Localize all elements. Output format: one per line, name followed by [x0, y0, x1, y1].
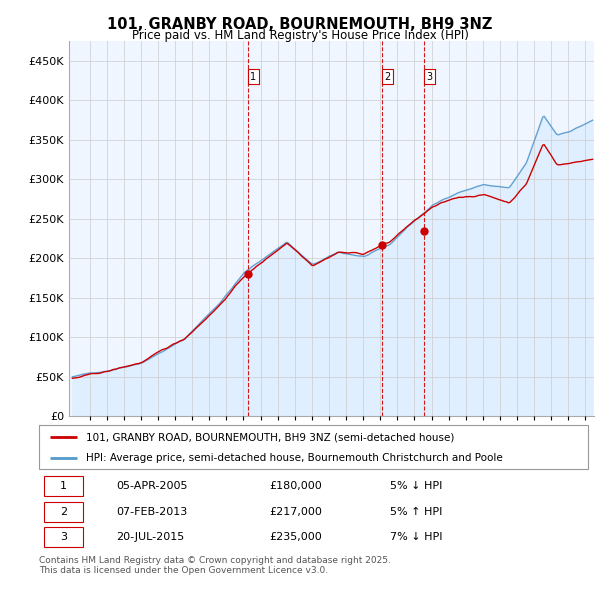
Text: 1: 1: [250, 72, 257, 82]
Text: 3: 3: [60, 532, 67, 542]
Bar: [44, 527, 83, 548]
Text: 7% ↓ HPI: 7% ↓ HPI: [391, 532, 443, 542]
Text: 1: 1: [60, 481, 67, 491]
Text: HPI: Average price, semi-detached house, Bournemouth Christchurch and Poole: HPI: Average price, semi-detached house,…: [86, 453, 502, 463]
Text: £235,000: £235,000: [269, 532, 322, 542]
Text: 05-APR-2005: 05-APR-2005: [116, 481, 187, 491]
Text: Contains HM Land Registry data © Crown copyright and database right 2025.
This d: Contains HM Land Registry data © Crown c…: [39, 556, 391, 575]
Text: 2: 2: [60, 507, 67, 517]
Text: 101, GRANBY ROAD, BOURNEMOUTH, BH9 3NZ (semi-detached house): 101, GRANBY ROAD, BOURNEMOUTH, BH9 3NZ (…: [86, 432, 454, 442]
Text: 2: 2: [385, 72, 391, 82]
Text: 07-FEB-2013: 07-FEB-2013: [116, 507, 187, 517]
Text: £217,000: £217,000: [269, 507, 322, 517]
Bar: [44, 502, 83, 522]
Text: Price paid vs. HM Land Registry's House Price Index (HPI): Price paid vs. HM Land Registry's House …: [131, 30, 469, 42]
Text: £180,000: £180,000: [269, 481, 322, 491]
Text: 5% ↓ HPI: 5% ↓ HPI: [391, 481, 443, 491]
Text: 5% ↑ HPI: 5% ↑ HPI: [391, 507, 443, 517]
Bar: [44, 476, 83, 496]
Text: 20-JUL-2015: 20-JUL-2015: [116, 532, 184, 542]
Text: 3: 3: [427, 72, 433, 82]
Text: 101, GRANBY ROAD, BOURNEMOUTH, BH9 3NZ: 101, GRANBY ROAD, BOURNEMOUTH, BH9 3NZ: [107, 17, 493, 31]
